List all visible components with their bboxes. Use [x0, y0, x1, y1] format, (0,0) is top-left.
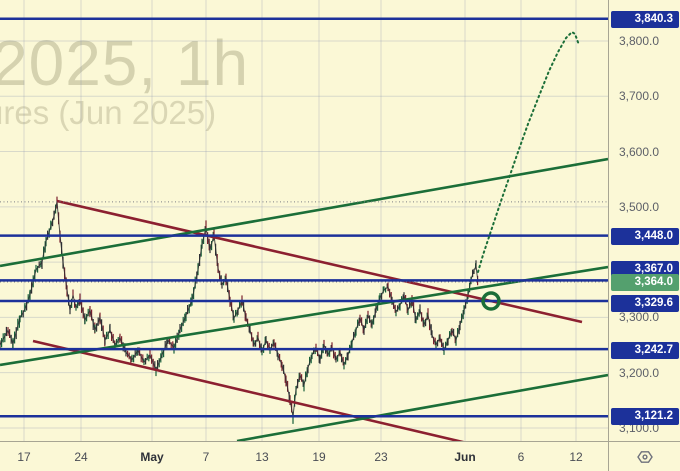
price-chart-canvas[interactable] — [0, 0, 608, 441]
level-price-badge: 3,329.6 — [611, 294, 679, 312]
price-axis[interactable]: 3,800.0 3,700.0 3,600.0 3,500.0 3,300.0 3,200… — [608, 0, 680, 441]
time-axis-label-May: May — [140, 450, 164, 464]
time-axis-label-19: 19 — [312, 450, 326, 464]
level-price-badge: 3,448.0 — [611, 227, 679, 245]
time-axis-label-7: 7 — [202, 450, 210, 464]
hexagon-gear-icon[interactable] — [635, 447, 655, 467]
level-price-badge: 3,242.7 — [611, 341, 679, 359]
price-axis-label: 3,200.0 — [619, 365, 660, 380]
time-axis-label-17: 17 — [17, 450, 31, 464]
gridlines — [0, 0, 608, 441]
dotted-price-lines — [0, 201, 608, 283]
price-axis-label: 3,600.0 — [619, 144, 660, 159]
price-axis-label: 3,300.0 — [619, 310, 660, 325]
time-axis-label-12: 12 — [569, 450, 583, 464]
level-price-badge: 3,367.0 — [611, 260, 679, 278]
axis-corner — [608, 441, 680, 471]
time-axis-label-23: 23 — [374, 450, 388, 464]
price-axis-label: 3,500.0 — [619, 199, 660, 214]
trendline-ascending-channel-bottom[interactable] — [236, 373, 608, 441]
time-axis-label-6: 6 — [517, 450, 525, 464]
trendline-ascending-channel-top[interactable] — [0, 157, 608, 268]
time-axis-label-24: 24 — [74, 450, 88, 464]
chart-pane[interactable]: 2025, 1h ures (Jun 2025) — [0, 0, 608, 441]
time-axis[interactable]: 17 24 May 7 13 19 23 Jun 6 12 — [0, 441, 608, 471]
level-price-badge: 3,840.3 — [611, 10, 679, 28]
horizontal-level-lines[interactable] — [0, 17, 608, 418]
projection-dotted-path[interactable] — [477, 30, 580, 273]
level-price-badge: 3,121.2 — [611, 407, 679, 425]
trendline-descending-support-lower[interactable] — [32, 339, 467, 441]
time-axis-label-13: 13 — [255, 450, 269, 464]
entry-ring-marker[interactable] — [481, 291, 501, 311]
price-axis-label: 3,700.0 — [619, 89, 660, 104]
price-axis-label: 3,800.0 — [619, 34, 660, 48]
last-price-badge: 3,364.0 — [611, 273, 679, 291]
time-axis-label-Jun: Jun — [454, 450, 476, 464]
